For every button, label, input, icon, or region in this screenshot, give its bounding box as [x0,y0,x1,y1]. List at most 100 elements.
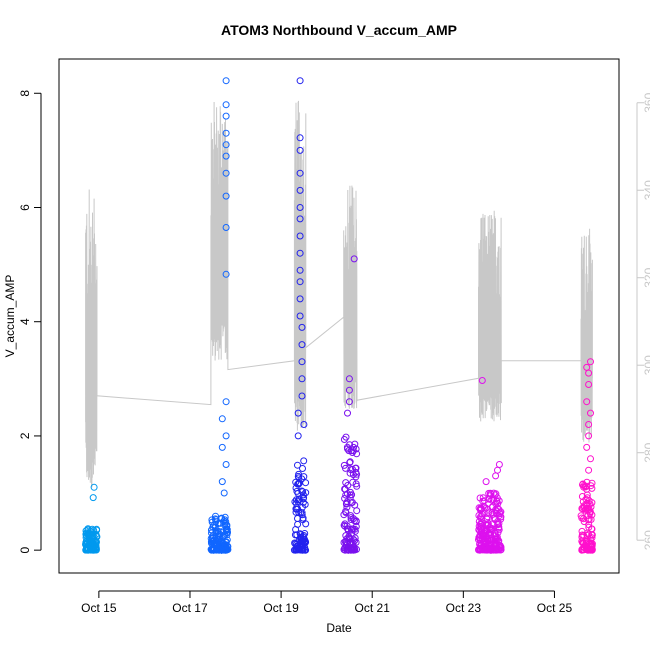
data-point [495,541,503,549]
data-point [585,505,593,513]
data-point [218,443,226,451]
data-point [347,512,355,520]
data-point [489,503,497,511]
data-point [348,530,355,537]
data-point [343,522,351,530]
data-point [478,377,486,384]
data-point [296,249,304,257]
data-point [343,503,351,511]
y2-tick-label: 320 [642,267,650,287]
data-point [586,500,594,508]
data-point [585,530,592,538]
data-point [477,504,485,512]
y-tick-label: 2 [18,432,32,439]
data-point [302,489,310,497]
data-point [222,398,230,406]
data-point [93,526,101,534]
data-point [347,447,355,455]
data-point [351,525,359,533]
data-point [296,169,304,177]
data-point [585,515,593,523]
data-point [585,381,593,388]
data-point [292,478,300,486]
data-point [340,511,348,519]
data-point [352,464,360,472]
data-point [221,542,229,550]
data-point [82,527,90,535]
data-point [299,465,306,472]
data-point [298,323,306,331]
data-point [345,386,353,394]
data-point [296,232,304,240]
data-point [87,545,95,553]
data-point [294,461,301,469]
series-line [85,100,593,488]
data-point [343,499,350,507]
data-point [580,504,588,512]
chart-title: ATOM3 Northbound V_accum_AMP [221,22,457,38]
data-point [291,498,299,506]
data-point [215,546,223,554]
data-point [222,112,230,120]
data-point [298,475,306,483]
data-point [209,537,217,545]
data-point [298,375,306,383]
data-point [222,224,230,231]
data-point [215,536,223,544]
data-point [218,478,226,486]
data-point [209,523,217,531]
data-point [292,545,300,553]
data-point [302,479,310,487]
x-axis-label: Date [326,621,352,635]
data-point [345,447,353,455]
data-point [213,539,221,547]
data-point [587,543,595,551]
data-point [84,545,92,553]
data-point [297,535,305,543]
data-point [583,482,591,490]
data-point [588,531,596,539]
data-point [89,494,97,502]
data-point [218,515,226,523]
data-point [209,535,217,542]
data-point [302,520,310,528]
data-point [222,101,230,109]
data-point [352,445,360,453]
data-point [585,369,593,377]
data-point [344,409,351,417]
data-point [349,478,357,486]
data-point [341,485,349,493]
data-point [301,530,309,537]
plot-frame [58,58,620,574]
data-point [222,77,230,85]
data-point [222,152,230,160]
data-point [212,512,219,520]
data-point [583,494,591,502]
data-point [296,204,304,211]
data-point [492,472,500,480]
data-point [490,489,498,497]
data-point [479,494,487,502]
line-series-layer [85,100,593,488]
data-point [492,532,500,540]
data-point [587,358,594,366]
data-point [90,483,98,491]
data-point [585,466,593,474]
x-axis: Oct 15 Oct 17 Oct 19 Oct 21 Oct 23 Oct 25 [81,590,572,615]
y-tick-label: 8 [18,90,32,97]
data-point [294,409,302,417]
data-point [83,544,90,552]
data-point [347,526,355,534]
data-point [221,513,229,521]
data-point [495,461,503,468]
data-point [292,505,300,513]
y2-axis: 260 280 300 320 340 360 [636,92,650,550]
data-point [353,507,361,515]
x-tick-label: Oct 23 [446,601,482,615]
y-axis: 0 2 4 6 8 [18,90,42,553]
data-point [351,440,359,448]
data-point [476,532,484,539]
data-point [296,186,304,194]
data-point [487,537,495,545]
